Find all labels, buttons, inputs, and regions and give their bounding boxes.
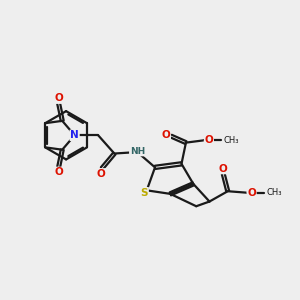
Text: O: O [54,93,63,103]
Text: O: O [247,188,256,198]
Text: O: O [205,135,213,145]
Text: O: O [161,130,170,140]
Text: N: N [70,130,79,140]
Text: O: O [97,169,106,179]
Text: CH₃: CH₃ [224,136,239,145]
Text: NH: NH [130,147,145,156]
Text: O: O [54,167,63,177]
Text: S: S [141,188,148,198]
Text: O: O [218,164,227,173]
Text: CH₃: CH₃ [266,188,282,197]
